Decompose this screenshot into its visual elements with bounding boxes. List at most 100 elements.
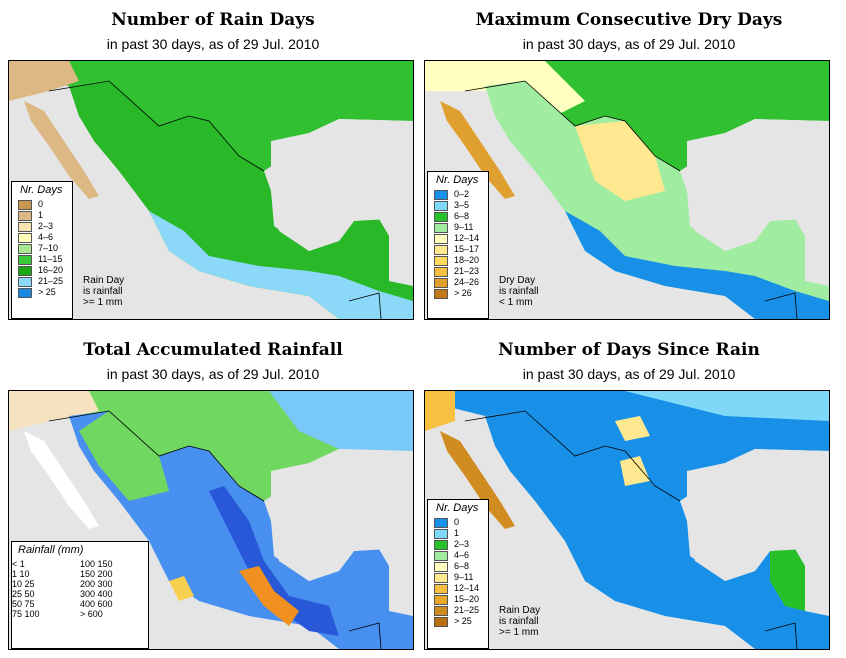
heavy-rain-band [209, 486, 339, 636]
map-dry-days[interactable]: Nr. Days 0–2 3–5 6–8 9–11 12–14 15–17 18–20 21–… [424, 60, 830, 320]
baja [440, 101, 515, 199]
land-mexico-north [79, 411, 169, 501]
legend: Nr. Days 0 1 2–3 4–6 7–10 11–15 16–20 21–25 > 25 [11, 181, 73, 319]
legend-label: 25 50 [12, 589, 35, 599]
legend-entry: 2–3 [428, 539, 488, 550]
legend-label: 21–25 [38, 276, 64, 286]
legend-label: 6–8 [454, 561, 470, 571]
land-mexico-south [565, 211, 829, 319]
legend-swatch [434, 233, 448, 244]
legend-entry: 11–15 [12, 254, 72, 265]
land-mexico [485, 81, 829, 319]
legend-rows: 0–2 3–5 6–8 9–11 12–14 15–17 18–20 21–23 24–26 > … [428, 189, 488, 299]
legend-label: 200 300 [80, 579, 113, 589]
legend-label: 2–3 [38, 221, 54, 231]
land-usa [425, 391, 829, 501]
land-mexico [69, 81, 413, 319]
legend-entry: 18–20 [428, 255, 488, 266]
legend-label: 4–6 [38, 232, 54, 242]
legend-entry: 3–5 [428, 200, 488, 211]
legend-label: 300 400 [80, 589, 113, 599]
map-svg [425, 61, 829, 319]
legend-entry: 50 75 [12, 599, 80, 609]
legend-swatch [18, 243, 32, 254]
note-line: is rainfall [83, 286, 123, 297]
legend-label: 24–26 [454, 277, 480, 287]
legend-label: > 26 [454, 288, 472, 298]
legend-label: > 25 [38, 287, 56, 297]
legend-entry: 75 100 [12, 609, 80, 619]
panel-title: Number of Days Since Rain [498, 340, 760, 360]
legend-entry: 0 [428, 517, 488, 528]
map-days-since-rain[interactable]: Nr. Days 0 1 2–3 4–6 6–8 9–11 12–14 15–20 21–25 >… [424, 390, 830, 650]
legend-label: 75 100 [12, 609, 40, 619]
panel-title: Total Accumulated Rainfall [83, 340, 343, 360]
legend-label: 0 [38, 199, 44, 209]
legend-entry: 4–6 [428, 550, 488, 561]
legend-swatch [434, 561, 448, 572]
legend-label: 15–20 [454, 594, 480, 604]
map-rain-days[interactable]: Nr. Days 0 1 2–3 4–6 7–10 11–15 16–20 21–25 > 25… [8, 60, 414, 320]
dry-spots [615, 416, 650, 486]
legend-note: Rain Day is rainfall >= 1 mm [499, 605, 540, 638]
legend-entry: 12–14 [428, 583, 488, 594]
legend-entry: 150 200 [80, 569, 148, 579]
gulf [687, 119, 829, 251]
legend-label: 0–2 [454, 189, 470, 199]
legend-label: 4–6 [454, 550, 470, 560]
map-svg [9, 391, 413, 649]
legend-column: 100 150 150 200 200 300 300 400 400 600 > 600 [80, 559, 148, 619]
legend-label: < 1 [12, 559, 25, 569]
legend-entry: 2–3 [12, 221, 72, 232]
legend-label: 9–11 [454, 222, 474, 232]
baja [24, 431, 99, 529]
legend-entry: > 25 [12, 287, 72, 298]
extreme-rain [239, 566, 299, 626]
panel-days-since-rain: Number of Days Since Rain in past 30 day… [424, 330, 834, 650]
land-usa-arid [9, 61, 79, 101]
legend-swatch [434, 583, 448, 594]
legend-label: 11–15 [38, 254, 63, 264]
legend-swatch [18, 232, 32, 243]
legend: Nr. Days 0 1 2–3 4–6 6–8 9–11 12–14 15–20 21–25 >… [427, 499, 489, 649]
panel-total-rainfall: Total Accumulated Rainfall in past 30 da… [8, 330, 418, 650]
legend-entry: 1 [12, 210, 72, 221]
legend-entry: 1 [428, 528, 488, 539]
legend-label: 400 600 [80, 599, 113, 609]
legend-entry: 25 50 [12, 589, 80, 599]
legend-title: Nr. Days [436, 502, 479, 514]
legend-swatch [434, 288, 448, 299]
legend-label: 16–20 [38, 265, 64, 275]
legend-title: Nr. Days [436, 174, 479, 186]
legend-label: 12–14 [454, 583, 480, 593]
legend-entry: 21–23 [428, 266, 488, 277]
panel-subtitle: in past 30 days, as of 29 Jul. 2010 [106, 36, 320, 52]
legend-swatch [434, 550, 448, 561]
gulf [271, 119, 413, 251]
legend-swatch [434, 244, 448, 255]
note-line: < 1 mm [499, 297, 533, 308]
legend-label: > 600 [80, 609, 103, 619]
legend-note: Dry Day is rainfall < 1 mm [499, 275, 538, 308]
legend-swatch [434, 200, 448, 211]
legend-entry: 12–14 [428, 233, 488, 244]
legend-entry: 4–6 [12, 232, 72, 243]
legend-swatch [434, 539, 448, 550]
note-line: Rain Day [83, 275, 125, 286]
legend-swatch [434, 255, 448, 266]
legend-label: > 25 [454, 616, 472, 626]
legend-entry: 200 300 [80, 579, 148, 589]
note-line: Rain Day [499, 605, 541, 616]
legend-label: 1 [454, 528, 460, 538]
note-line: >= 1 mm [499, 627, 539, 638]
legend-label: 0 [454, 517, 460, 527]
legend-label: 3–5 [454, 200, 470, 210]
legend-entry: 21–25 [12, 276, 72, 287]
legend-label: 100 150 [80, 559, 113, 569]
land-usa-arid [9, 391, 99, 431]
legend-swatch [434, 528, 448, 539]
legend-label: 7–10 [38, 243, 59, 253]
legend-entry: 15–17 [428, 244, 488, 255]
